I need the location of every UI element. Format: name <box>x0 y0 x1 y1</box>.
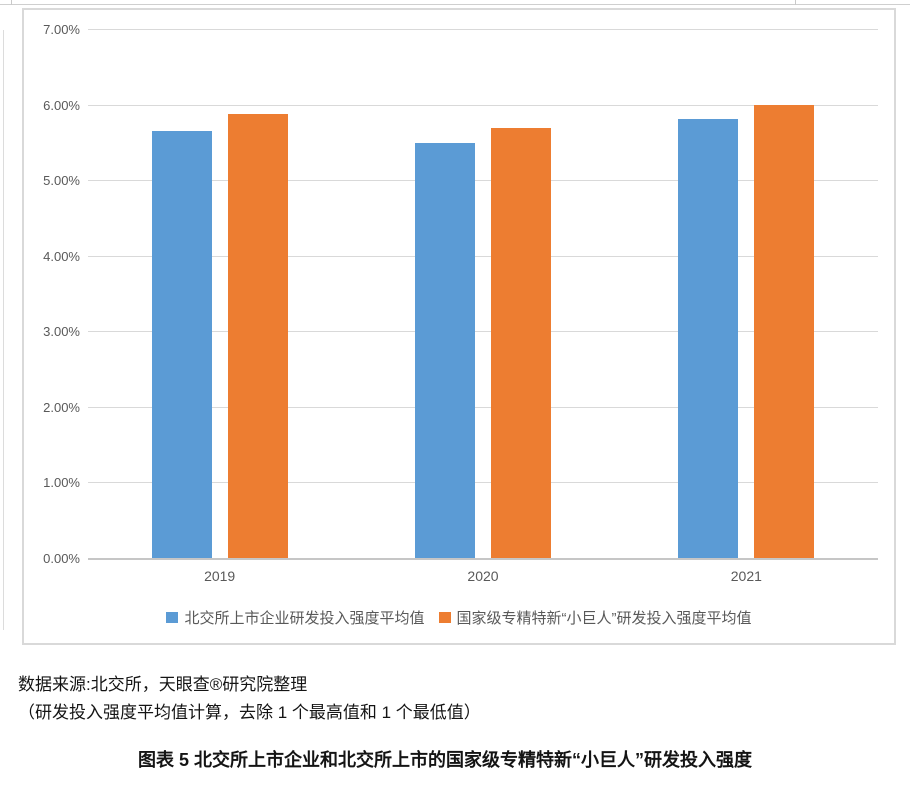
y-tick-label: 2.00% <box>43 399 80 415</box>
legend-swatch-icon <box>166 612 179 623</box>
legend-item-series2: 国家级专精特新“小巨人”研发投入强度平均值 <box>438 607 752 628</box>
gridline <box>88 482 878 484</box>
x-category-label: 2019 <box>204 568 236 584</box>
data-source-text: 数据来源:北交所，天眼查®研究院整理 <box>18 675 308 694</box>
bar-series1-2019 <box>151 131 212 558</box>
y-tick-label: 7.00% <box>43 22 80 37</box>
legend: 北交所上市企业研发投入强度平均值 国家级专精特新“小巨人”研发投入强度平均值 <box>24 607 894 628</box>
legend-item-series1: 北交所上市企业研发投入强度平均值 <box>166 607 425 628</box>
y-tick-label: 6.00% <box>43 97 80 113</box>
x-category-label: 2020 <box>467 568 499 584</box>
bar-series1-2020 <box>415 143 475 558</box>
bar-series2-2020 <box>491 127 551 558</box>
y-tick-label: 4.00% <box>43 248 80 264</box>
legend-label: 北交所上市企业研发投入强度平均值 <box>184 610 425 627</box>
calculation-note-text: （研发投入强度平均值计算，去除 1 个最高值和 1 个最低值） <box>18 703 481 722</box>
gridline <box>88 255 878 257</box>
x-axis-line <box>88 558 878 560</box>
gridline <box>88 406 878 408</box>
y-tick-label: 3.00% <box>43 324 80 340</box>
gridline <box>88 104 878 106</box>
gridline <box>88 29 878 30</box>
gridline <box>88 180 878 182</box>
table-column-tick-right <box>795 0 796 5</box>
table-column-tick-left <box>11 0 12 5</box>
x-category-label: 2021 <box>730 568 762 584</box>
legend-swatch-icon <box>438 612 451 623</box>
bar-series2-2019 <box>227 113 288 558</box>
y-tick-label: 1.00% <box>43 475 80 491</box>
bar-chart[interactable]: 7.00% 6.00% 5.00% 4.00% 3.00% 2.00% 1.00% 0.00%… <box>22 8 896 645</box>
bar-series2-2021 <box>754 104 815 558</box>
table-left-rule <box>3 30 4 630</box>
table-top-rule <box>0 4 910 5</box>
y-tick-label: 5.00% <box>43 173 80 189</box>
gridline <box>88 331 878 333</box>
figure-caption: 图表 5 北交所上市企业和北交所上市的国家级专精特新“小巨人”研发投入强度 <box>137 750 752 770</box>
legend-label: 国家级专精特新“小巨人”研发投入强度平均值 <box>456 610 752 627</box>
bar-series1-2021 <box>678 118 739 558</box>
y-tick-label: 0.00% <box>43 551 80 566</box>
